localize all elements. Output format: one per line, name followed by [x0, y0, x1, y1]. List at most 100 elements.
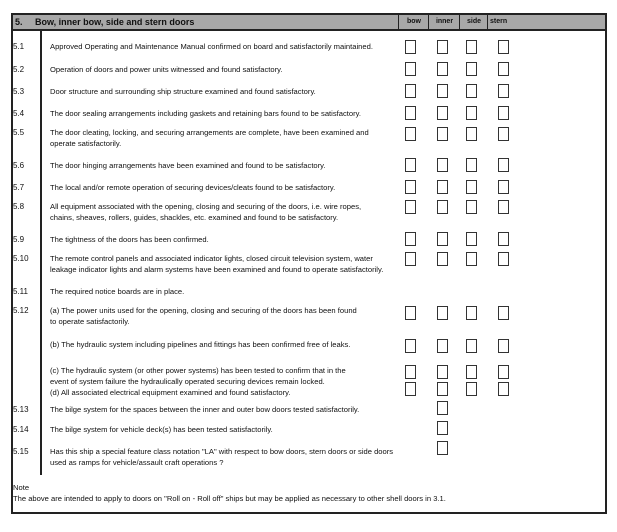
item-text: The door sealing arrangements including …	[50, 109, 361, 118]
item-text: All equipment associated with the openin…	[50, 202, 362, 222]
item-number: 5.2	[13, 65, 25, 74]
item-number: 5.1	[13, 42, 25, 51]
item-text: The required notice boards are in place.	[50, 287, 185, 296]
item-text: Door structure and surrounding ship stru…	[50, 87, 316, 96]
item-text: The door hinging arrangements have been …	[50, 161, 326, 170]
item-text: The remote control panels and associated…	[50, 254, 384, 274]
item-text: Approved Operating and Maintenance Manua…	[50, 42, 373, 51]
item-text: (b) The hydraulic system including pipel…	[50, 340, 351, 349]
checkbox-stern[interactable]	[498, 252, 509, 266]
checkbox-inner[interactable]	[437, 365, 448, 379]
column-header-inner: inner	[428, 15, 460, 29]
checkbox-side[interactable]	[466, 158, 477, 172]
checkbox-bow[interactable]	[405, 339, 416, 353]
item-number: 5.10	[13, 254, 29, 263]
checkbox-side[interactable]	[466, 339, 477, 353]
column-header-stern: stern	[487, 15, 610, 29]
item-text: The bilge system for vehicle deck(s) has…	[50, 425, 273, 434]
checkbox-inner[interactable]	[437, 180, 448, 194]
checkbox-stern[interactable]	[498, 158, 509, 172]
checkbox-inner[interactable]	[437, 421, 448, 435]
column-header-bow: bow	[398, 15, 429, 29]
checkbox-bow[interactable]	[405, 84, 416, 98]
item-text: Has this ship a special feature class no…	[50, 447, 394, 467]
item-number: 5.13	[13, 405, 29, 414]
checkbox-side[interactable]	[466, 306, 477, 320]
checkbox-bow[interactable]	[405, 200, 416, 214]
checkbox-side[interactable]	[466, 62, 477, 76]
checkbox-stern[interactable]	[498, 232, 509, 246]
checkbox-stern[interactable]	[498, 200, 509, 214]
section-number: 5.	[15, 17, 23, 27]
checkbox-bow[interactable]	[405, 232, 416, 246]
checkbox-inner[interactable]	[437, 158, 448, 172]
checkbox-inner[interactable]	[437, 40, 448, 54]
checkbox-bow[interactable]	[405, 62, 416, 76]
checkbox-inner[interactable]	[437, 106, 448, 120]
item-text: Operation of doors and power units witne…	[50, 65, 283, 74]
checkbox-side[interactable]	[466, 127, 477, 141]
checkbox-side[interactable]	[466, 382, 477, 396]
note-text: The above are intended to apply to doors…	[13, 494, 446, 503]
checkbox-bow[interactable]	[405, 180, 416, 194]
checkbox-side[interactable]	[466, 232, 477, 246]
section-header: 5. Bow, inner bow, side and stern doors …	[11, 13, 607, 31]
checkbox-stern[interactable]	[498, 40, 509, 54]
checkbox-bow[interactable]	[405, 40, 416, 54]
checkbox-bow[interactable]	[405, 382, 416, 396]
checkbox-inner[interactable]	[437, 252, 448, 266]
checkbox-stern[interactable]	[498, 62, 509, 76]
checkbox-stern[interactable]	[498, 306, 509, 320]
checkbox-stern[interactable]	[498, 84, 509, 98]
checkbox-stern[interactable]	[498, 382, 509, 396]
checkbox-stern[interactable]	[498, 180, 509, 194]
checkbox-side[interactable]	[466, 40, 477, 54]
checkbox-bow[interactable]	[405, 365, 416, 379]
checkbox-inner[interactable]	[437, 401, 448, 415]
checkbox-inner[interactable]	[437, 200, 448, 214]
item-text: (c) The hydraulic system (or other power…	[50, 366, 346, 397]
checkbox-stern[interactable]	[498, 339, 509, 353]
item-number: 5.3	[13, 87, 25, 96]
item-number: 5.5	[13, 128, 25, 137]
checkbox-side[interactable]	[466, 180, 477, 194]
item-number: 5.4	[13, 109, 25, 118]
checkbox-side[interactable]	[466, 200, 477, 214]
checkbox-bow[interactable]	[405, 252, 416, 266]
checkbox-side[interactable]	[466, 252, 477, 266]
checkbox-side[interactable]	[466, 365, 477, 379]
checkbox-bow[interactable]	[405, 106, 416, 120]
checkbox-side[interactable]	[466, 106, 477, 120]
checkbox-stern[interactable]	[498, 127, 509, 141]
checkbox-inner[interactable]	[437, 84, 448, 98]
item-number: 5.8	[13, 202, 25, 211]
item-text: The tightness of the doors has been conf…	[50, 235, 209, 244]
section-title: Bow, inner bow, side and stern doors	[35, 17, 195, 27]
checkbox-stern[interactable]	[498, 106, 509, 120]
checkbox-inner[interactable]	[437, 62, 448, 76]
checkbox-bow[interactable]	[405, 306, 416, 320]
checkbox-bow[interactable]	[405, 158, 416, 172]
item-text: (a) The power units used for the opening…	[50, 306, 357, 326]
item-number: 5.6	[13, 161, 25, 170]
checkbox-side[interactable]	[466, 84, 477, 98]
item-number: 5.11	[13, 287, 28, 296]
checkbox-inner[interactable]	[437, 127, 448, 141]
item-number: 5.12	[13, 306, 29, 315]
checkbox-inner[interactable]	[437, 339, 448, 353]
item-text: The door cleating, locking, and securing…	[50, 128, 369, 148]
checkbox-inner[interactable]	[437, 441, 448, 455]
checkbox-stern[interactable]	[498, 365, 509, 379]
item-number: 5.9	[13, 235, 25, 244]
number-column-divider	[40, 31, 42, 475]
item-number: 5.7	[13, 183, 25, 192]
note-label: Note	[13, 483, 30, 492]
checkbox-inner[interactable]	[437, 306, 448, 320]
checkbox-inner[interactable]	[437, 382, 448, 396]
item-text: The bilge system for the spaces between …	[50, 405, 360, 414]
item-text: The local and/or remote operation of sec…	[50, 183, 336, 192]
checkbox-inner[interactable]	[437, 232, 448, 246]
item-number: 5.15	[13, 447, 29, 456]
checkbox-bow[interactable]	[405, 127, 416, 141]
item-number: 5.14	[13, 425, 29, 434]
